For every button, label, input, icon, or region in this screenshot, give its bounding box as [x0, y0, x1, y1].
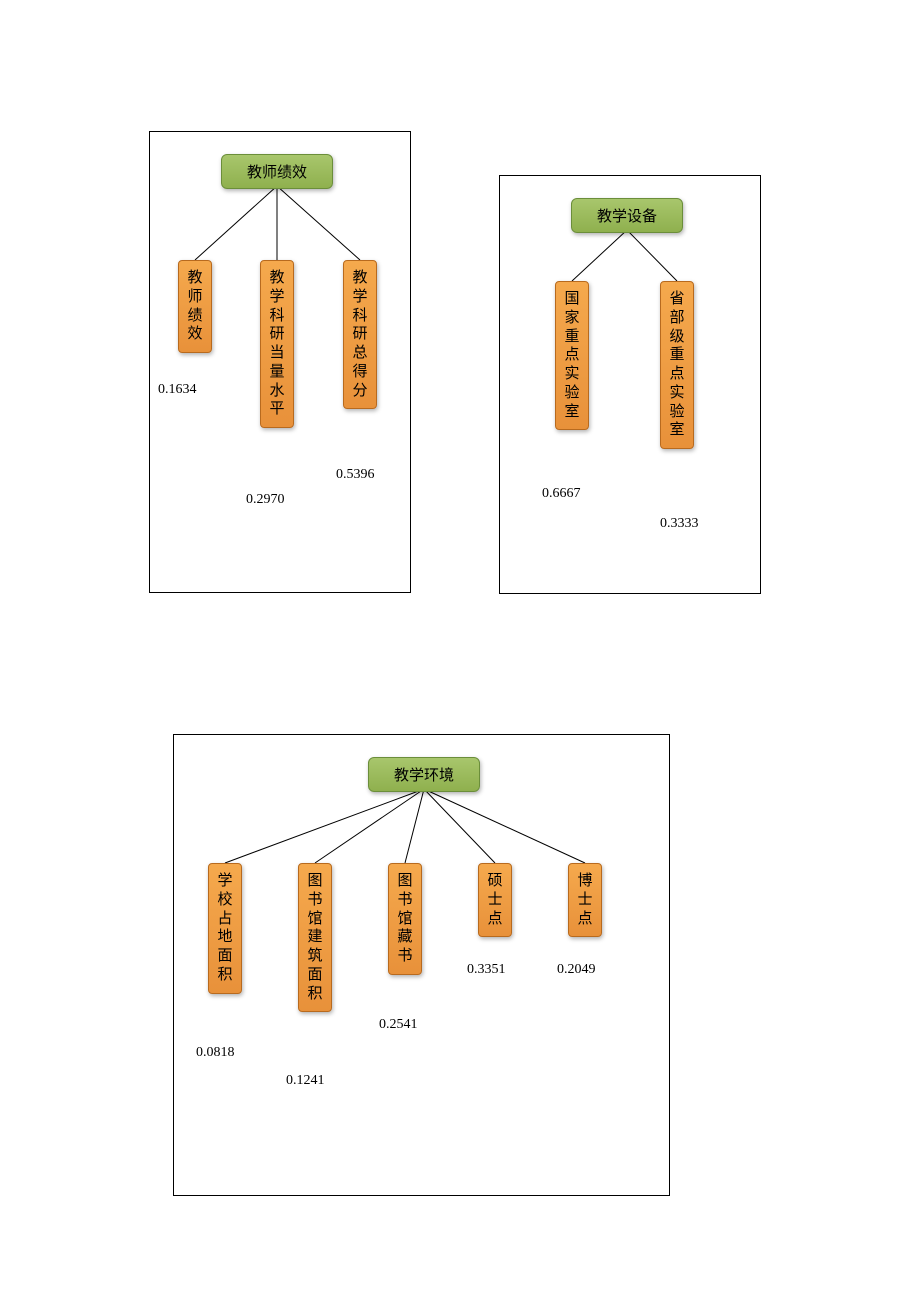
edges [174, 735, 671, 1197]
child-label: 教师绩效 [187, 269, 203, 344]
diagram-panel: 教师绩效教师绩效0.1634教学科研当量水平0.2970教学科研总得分0.539… [149, 131, 411, 593]
weight-label: 0.3333 [660, 516, 699, 532]
child-label: 国家重点实验室 [564, 290, 580, 421]
child-node: 学校占地面积 [208, 863, 242, 994]
child-label: 图书馆建筑面积 [307, 872, 323, 1003]
edges [500, 176, 762, 595]
parent-node: 教学设备 [571, 198, 683, 233]
child-node: 教师绩效 [178, 260, 212, 353]
weight-label: 0.1634 [158, 382, 197, 398]
child-node: 图书馆藏书 [388, 863, 422, 975]
weight-label: 0.6667 [542, 486, 581, 502]
child-node: 国家重点实验室 [555, 281, 589, 430]
weight-label: 0.0818 [196, 1045, 235, 1061]
diagram-panel: 教学环境学校占地面积 0.0818 图书馆建筑面积 0.1241 图书馆藏书 0.2541… [173, 734, 670, 1196]
weight-label: 0.3351 [467, 962, 506, 978]
parent-node: 教师绩效 [221, 154, 333, 189]
child-node: 教学科研当量水平 [260, 260, 294, 428]
child-label: 学校占地面积 [217, 872, 233, 985]
child-label: 教学科研总得分 [352, 269, 368, 400]
child-node: 图书馆建筑面积 [298, 863, 332, 1012]
child-label: 博士点 [577, 872, 593, 928]
weight-label: 0.5396 [336, 467, 375, 483]
weight-label: 0.1241 [286, 1073, 325, 1089]
parent-label: 教学环境 [394, 768, 454, 784]
child-label: 硕士点 [487, 872, 503, 928]
parent-node: 教学环境 [368, 757, 480, 792]
child-node: 教学科研总得分 [343, 260, 377, 409]
parent-label: 教师绩效 [247, 165, 307, 181]
child-label: 图书馆藏书 [397, 872, 413, 966]
weight-label: 0.2541 [379, 1017, 418, 1033]
child-node: 博士点 [568, 863, 602, 937]
weight-label: 0.2970 [246, 492, 285, 508]
weight-label: 0.2049 [557, 962, 596, 978]
child-label: 省部级重点实验室 [669, 290, 685, 440]
child-node: 硕士点 [478, 863, 512, 937]
child-node: 省部级重点实验室 [660, 281, 694, 449]
diagram-panel: 教学设备国家重点实验室 0.6667 省部级重点实验室 0.3333 [499, 175, 761, 594]
parent-label: 教学设备 [597, 209, 657, 225]
child-label: 教学科研当量水平 [269, 269, 285, 419]
